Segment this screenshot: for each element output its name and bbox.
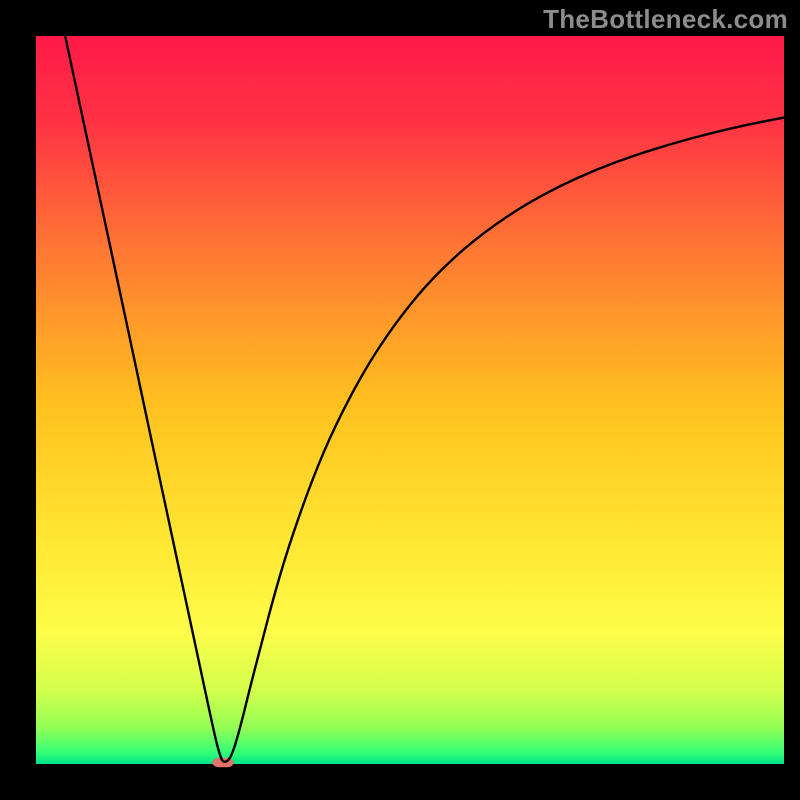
bottleneck-chart bbox=[0, 0, 800, 800]
watermark-text: TheBottleneck.com bbox=[543, 4, 788, 35]
chart-container: TheBottleneck.com bbox=[0, 0, 800, 800]
plot-area bbox=[36, 36, 784, 764]
